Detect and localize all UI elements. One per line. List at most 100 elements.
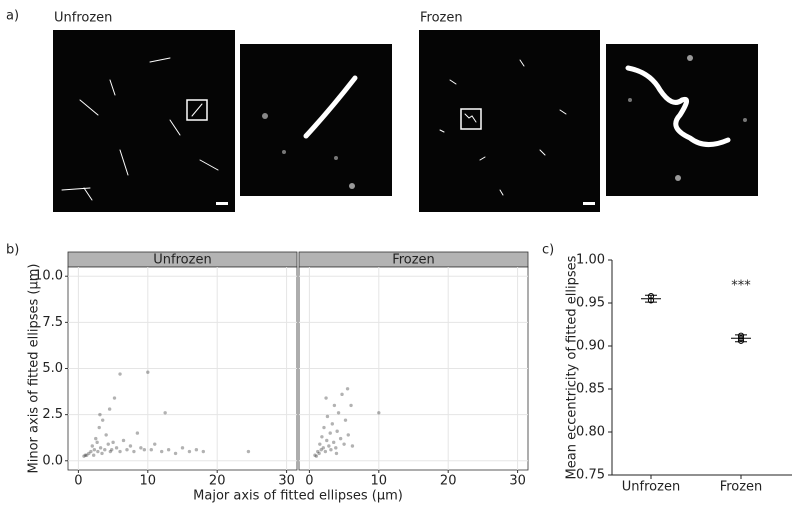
point [346,433,350,437]
y-tick-label: 0.85 [576,382,605,397]
point [159,449,164,454]
point [97,425,101,430]
point [128,444,133,448]
point [96,449,100,454]
point [329,448,333,452]
point [201,449,206,454]
y-tick-label: 0.75 [576,468,605,483]
x-tick-label: 30 [509,474,526,489]
point [100,451,104,456]
point [324,396,328,400]
point [323,449,328,454]
x-tick-label: 0 [305,474,313,489]
image-title: Unfrozen [54,11,112,26]
x-tick-label: 10 [371,474,388,489]
point [377,411,381,415]
point [94,436,98,441]
point [90,444,94,448]
point [334,446,338,450]
point [318,442,322,446]
point [108,449,113,454]
point [335,429,339,433]
point [118,449,122,454]
point [314,454,319,458]
point [110,448,114,452]
micrograph [53,30,235,212]
facet-label: Unfrozen [153,253,211,268]
point [146,370,150,374]
point [325,414,330,419]
point [95,440,99,445]
point [343,418,348,422]
point [320,435,324,439]
y-tick-label: 7.5 [42,315,63,330]
point [313,453,317,457]
point [153,442,157,446]
x-tick-label: 20 [440,474,457,489]
y-axis-label: Minor axis of fitted ellipses (µm) [27,264,42,474]
point [340,392,344,397]
point [338,436,343,441]
point [82,454,86,458]
point [104,433,108,437]
y-tick-label: 0.80 [576,425,605,440]
point [85,453,89,457]
zoom-image [240,44,392,196]
point [322,425,326,430]
x-tick-label: 20 [209,474,226,489]
point [121,438,126,443]
y-tick-label: 0.95 [576,296,605,311]
panel-label: c) [542,243,554,258]
point [100,418,105,422]
y-tick-label: 0.0 [42,453,63,468]
point [317,451,321,456]
error-bar [645,294,657,303]
point [89,449,93,454]
point [132,449,136,454]
image-title: Frozen [420,11,463,26]
y-axis-label: Mean eccentricity of fitted ellipses [565,255,580,479]
point [316,449,320,454]
point [332,403,337,408]
point [336,411,341,415]
micrograph [419,30,600,212]
point [87,451,91,456]
facet-label: Frozen [392,253,435,268]
point [103,448,107,452]
panel-label: a) [6,9,19,24]
point [149,448,153,452]
point [118,372,122,376]
point [142,448,147,452]
point [180,446,185,450]
point [139,446,143,450]
point [187,449,192,454]
panel-label: b) [6,243,19,258]
x-tick-label: Frozen [720,480,763,495]
point [163,411,167,415]
y-tick-label: 10.0 [34,269,63,284]
y-tick-label: 2.5 [42,407,63,422]
point [91,453,96,457]
point [330,422,335,426]
point [328,431,332,435]
point [327,444,331,448]
point [350,444,355,448]
point [349,403,353,408]
y-tick-label: 5.0 [42,361,63,376]
point [194,448,199,452]
point [112,396,117,400]
point [321,446,325,450]
point [125,448,129,452]
point [111,440,115,445]
x-axis-label: Major axis of fitted ellipses (µm) [193,489,403,504]
error-bar [735,334,747,343]
point [98,446,103,450]
point [334,451,339,456]
x-tick-label: Unfrozen [622,480,680,495]
point [325,438,329,443]
x-tick-label: 10 [140,474,157,489]
point [107,407,112,411]
point [98,412,102,417]
point [173,451,178,456]
